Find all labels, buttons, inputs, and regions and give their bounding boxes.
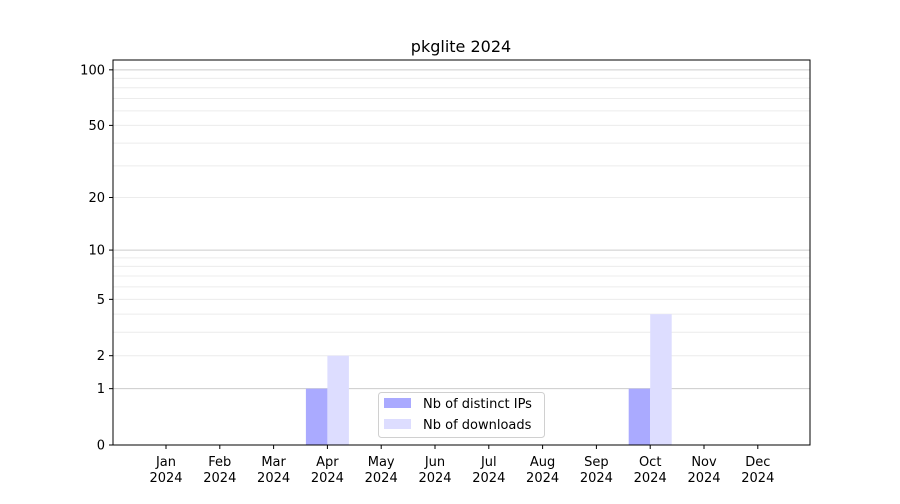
y-tick-label: 0	[97, 439, 105, 454]
y-tick-label: 50	[88, 119, 105, 134]
y-tick-label: 20	[88, 191, 105, 206]
x-tick-label: Jun	[424, 455, 445, 470]
x-tick-label: 2024	[634, 471, 667, 486]
x-tick-label: Aug	[530, 455, 555, 470]
x-tick-label: Oct	[639, 455, 661, 470]
legend-box	[378, 392, 545, 438]
x-tick-label: Mar	[261, 455, 286, 470]
grid	[113, 69, 810, 390]
x-tick-label: 2024	[580, 471, 613, 486]
bar-nb-of-downloads	[650, 314, 672, 445]
x-tick-label: Jul	[480, 455, 497, 470]
y-tick-label: 100	[80, 63, 105, 78]
bar-nb-of-distinct-ips	[305, 388, 328, 445]
x-tick-label: 2024	[311, 471, 344, 486]
legend: Nb of distinct IPs Nb of downloads	[378, 392, 545, 438]
bar-nb-of-distinct-ips	[628, 388, 651, 445]
legend-label: Nb of distinct IPs	[423, 397, 532, 412]
x-tick-label: 2024	[472, 471, 505, 486]
legend-swatch	[384, 398, 411, 408]
x-tick-label: Feb	[208, 455, 231, 470]
x-tick-label: Sep	[584, 455, 609, 470]
chart-title: pkglite 2024	[411, 37, 511, 56]
y-tick-label: 2	[97, 349, 105, 364]
bar-nb-of-downloads	[327, 355, 349, 445]
x-tick-label: 2024	[365, 471, 398, 486]
bars	[305, 314, 672, 445]
x-tick-label: Apr	[316, 455, 339, 470]
y-tick-label: 1	[97, 382, 105, 397]
x-tick-label: 2024	[203, 471, 236, 486]
x-tick-label: 2024	[526, 471, 559, 486]
y-tick-label: 10	[88, 244, 105, 259]
x-tick-label: 2024	[687, 471, 720, 486]
y-axis: 0 1 2 5 10 20 50 100	[80, 63, 113, 454]
x-tick-label: 2024	[741, 471, 774, 486]
y-tick-label: 5	[97, 293, 105, 308]
x-tick-label: May	[368, 455, 395, 470]
x-tick-label: Dec	[745, 455, 770, 470]
legend-swatch	[384, 419, 411, 429]
x-axis: Jan2024Feb2024Mar2024Apr2024May2024Jun20…	[149, 445, 774, 486]
legend-label: Nb of downloads	[423, 418, 532, 433]
x-tick-label: Nov	[691, 455, 717, 470]
x-tick-label: 2024	[418, 471, 451, 486]
plot-frame	[112, 59, 811, 446]
x-tick-label: 2024	[257, 471, 290, 486]
x-tick-label: Jan	[155, 455, 176, 470]
x-tick-label: 2024	[149, 471, 182, 486]
